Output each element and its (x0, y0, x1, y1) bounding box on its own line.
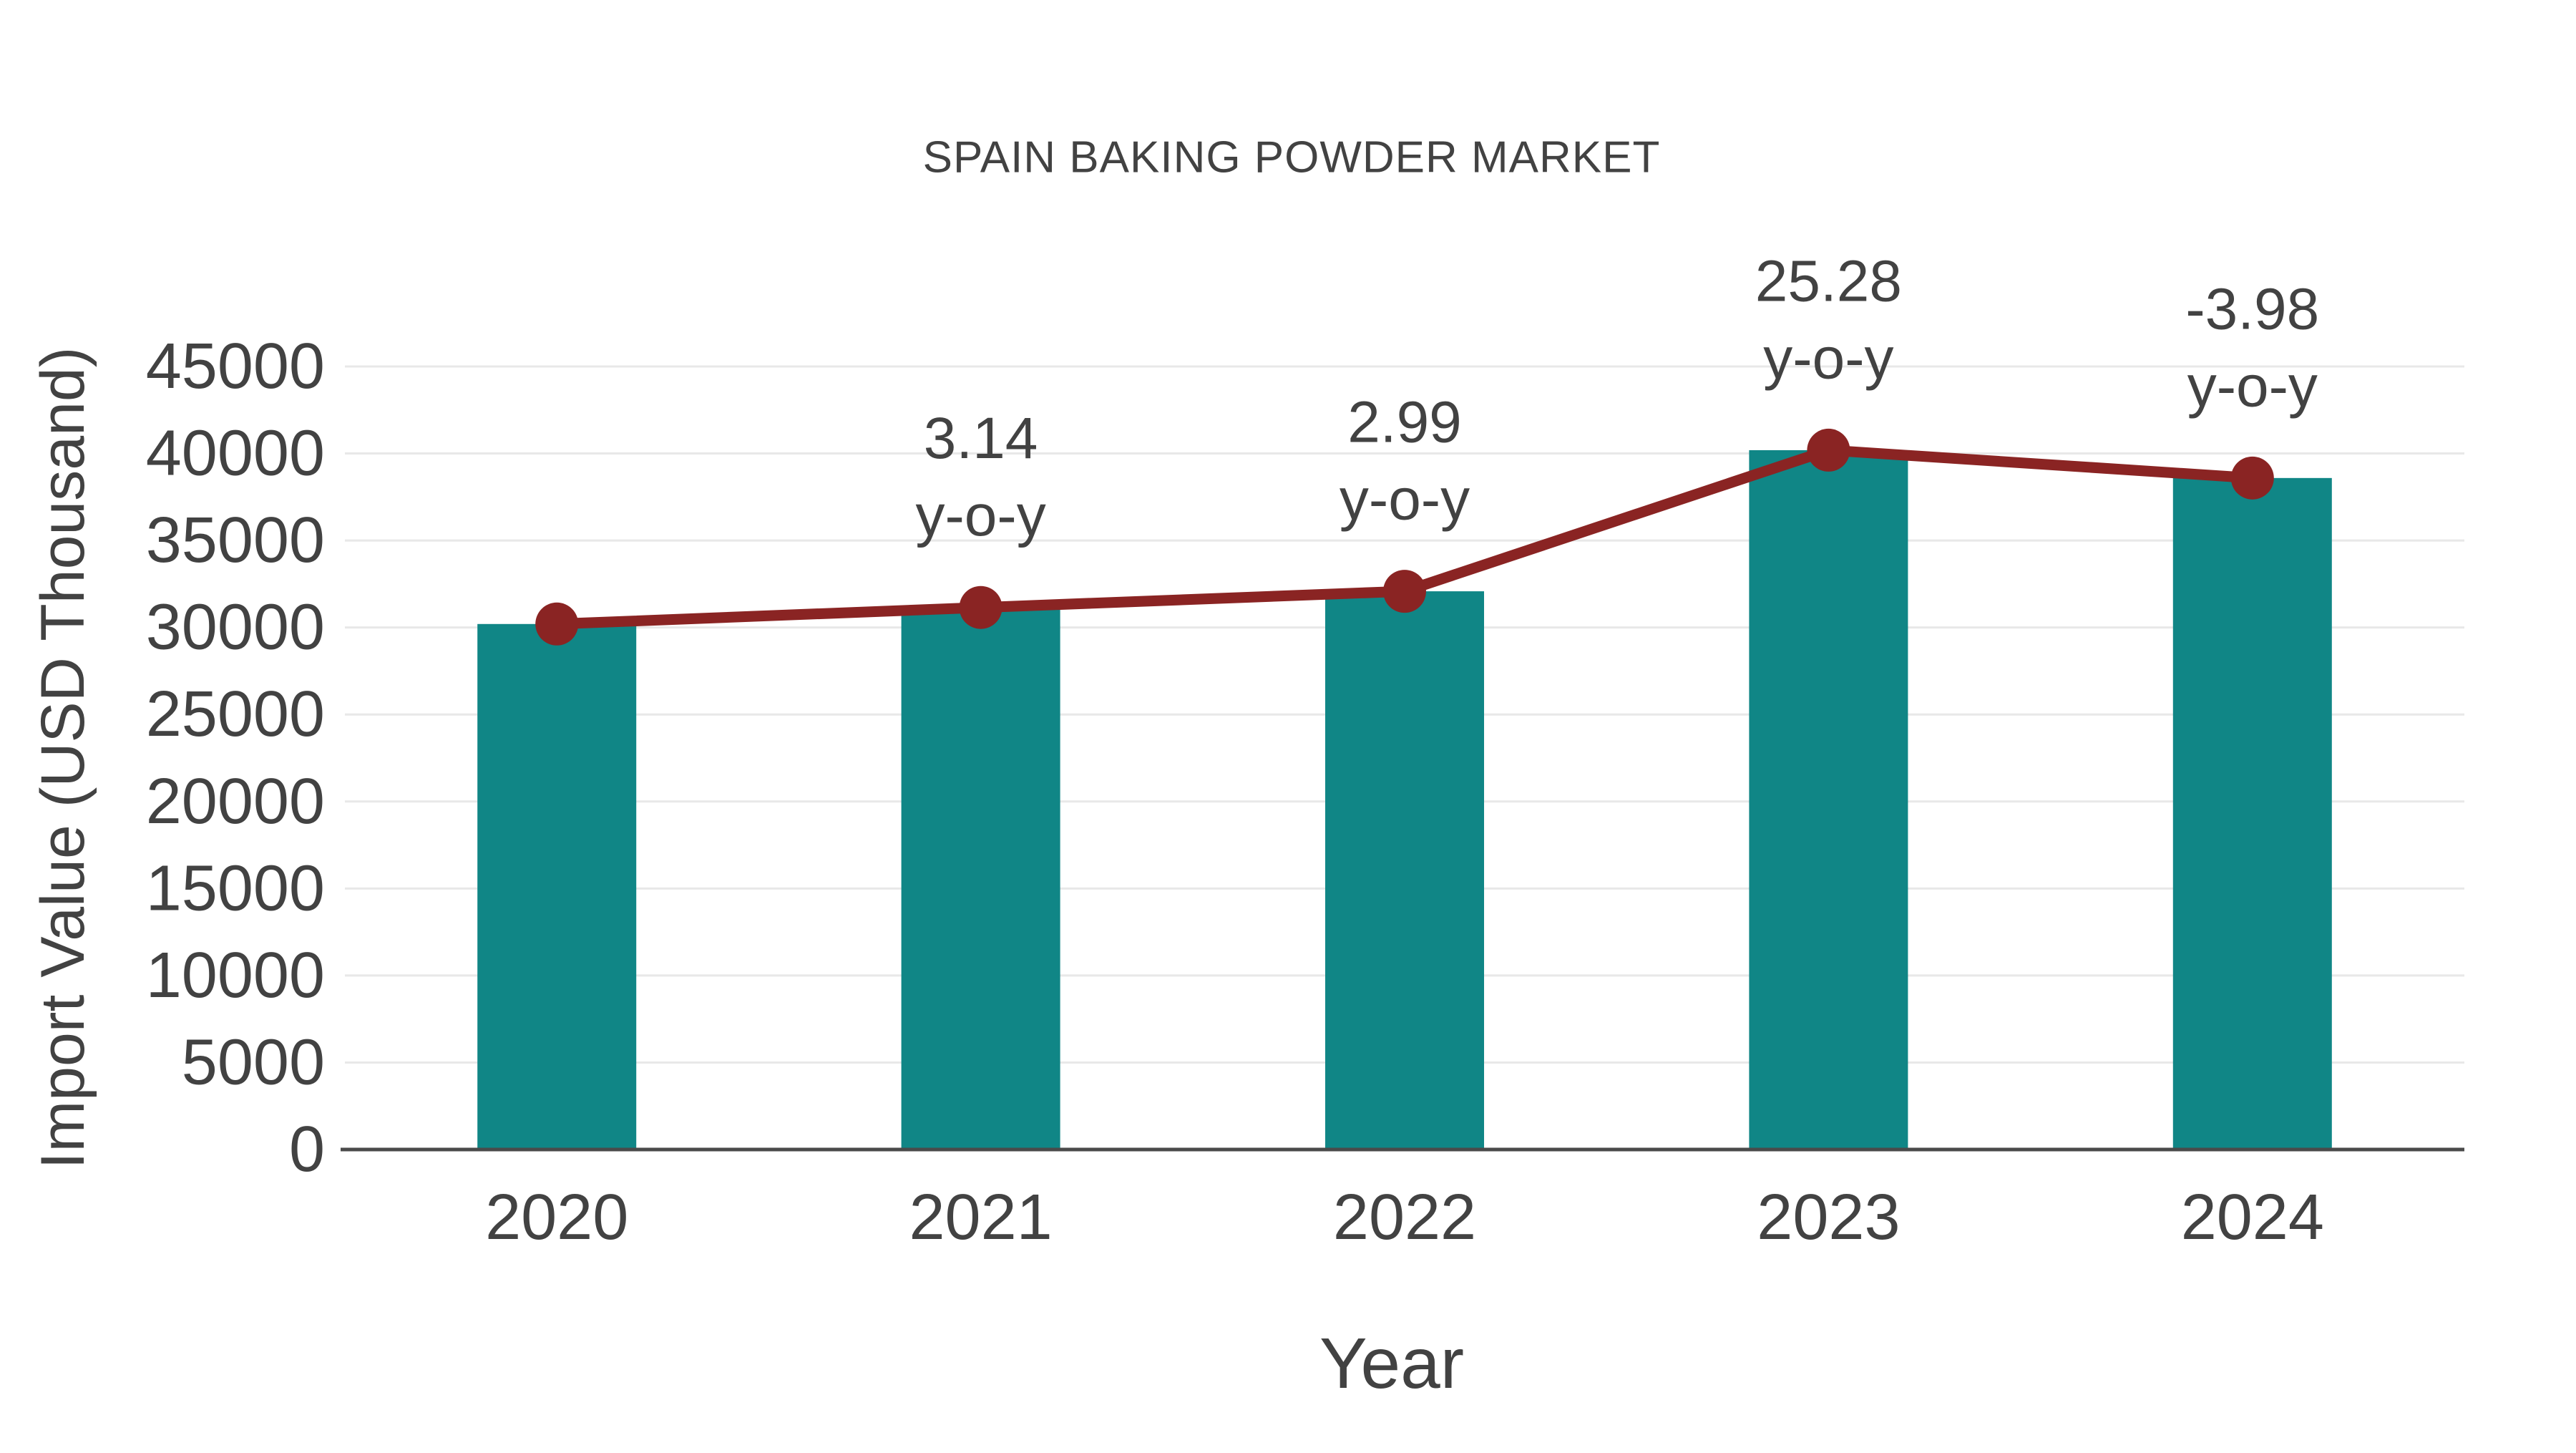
y-tick-label: 45000 (146, 331, 325, 402)
annotation-label-2023: y-o-y (1763, 326, 1893, 391)
data-point-2024 (2230, 456, 2274, 500)
y-tick-label: 25000 (146, 679, 325, 750)
annotation-label-2021: y-o-y (915, 483, 1045, 548)
x-tick-label-2020: 2020 (485, 1182, 628, 1253)
annotation-label-2022: y-o-y (1340, 467, 1470, 533)
data-point-2021 (959, 585, 1002, 629)
y-tick-label: 15000 (146, 852, 325, 924)
x-tick-label-2022: 2022 (1333, 1182, 1476, 1253)
bar-2024 (2172, 477, 2332, 1150)
annotation-value-2022: 2.99 (1347, 390, 1462, 455)
y-tick-label: 5000 (182, 1026, 325, 1098)
annotation-value-2023: 25.28 (1755, 248, 1902, 314)
data-point-2023 (1807, 428, 1850, 472)
y-tick-label: 0 (289, 1114, 325, 1185)
bar-2023 (1749, 449, 1908, 1150)
y-tick-labels-layer: 0 5000 10000 15000 20000 25000 30000 35000 40000… (146, 331, 325, 1185)
data-point-2020 (535, 602, 579, 646)
x-tick-label-2021: 2021 (909, 1182, 1052, 1253)
y-tick-label: 30000 (146, 592, 325, 664)
bars-layer (477, 449, 2332, 1150)
annotations-layer: 3.14 y-o-y 2.99 y-o-y 25.28 y-o-y -3.98 y-o-y (915, 248, 2319, 548)
data-point-2022 (1383, 570, 1426, 613)
x-tick-label-2024: 2024 (2181, 1182, 2324, 1253)
y-tick-label: 20000 (146, 766, 325, 837)
chart-title: SPAIN BAKING POWDER MARKET (923, 133, 1661, 183)
bar-2020 (477, 623, 637, 1150)
y-tick-label: 40000 (146, 418, 325, 490)
x-tick-label-2023: 2023 (1757, 1182, 1900, 1253)
bar-2021 (901, 607, 1060, 1150)
y-tick-label: 35000 (146, 505, 325, 576)
y-axis-title: Import Value (USD Thousand) (29, 347, 97, 1170)
markers-layer (535, 428, 2274, 646)
annotation-value-2021: 3.14 (924, 406, 1038, 471)
annotation-value-2024: -3.98 (2185, 276, 2319, 341)
x-tick-labels-layer: 2020 2021 2022 2023 2024 (485, 1182, 2324, 1253)
y-tick-label: 10000 (146, 940, 325, 1011)
x-axis-title: Year (1319, 1323, 1464, 1404)
bar-2022 (1325, 591, 1484, 1150)
annotation-label-2024: y-o-y (2187, 354, 2318, 419)
